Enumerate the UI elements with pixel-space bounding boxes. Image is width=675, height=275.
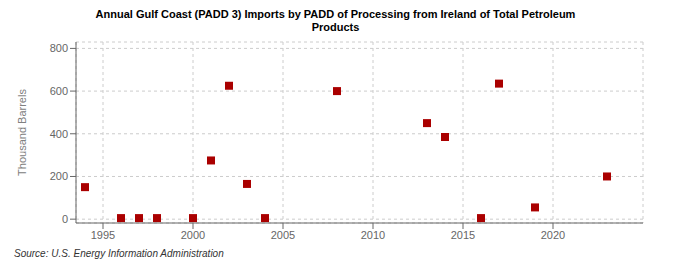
svg-text:600: 600: [50, 85, 68, 97]
svg-text:2020: 2020: [541, 229, 565, 241]
svg-text:1995: 1995: [91, 229, 115, 241]
html-text:Annual Gulf Coast (PADD 3) Imp: Annual Gulf Coast (PADD 3) Imports by PA…: [95, 8, 576, 33]
svg-text:400: 400: [50, 128, 68, 140]
svg-text:200: 200: [50, 170, 68, 182]
svg-text:2015: 2015: [451, 229, 475, 241]
svg-text:Thousand Barrels: Thousand Barrels: [16, 89, 28, 176]
svg-text:2005: 2005: [271, 229, 295, 241]
svg-text:0: 0: [62, 213, 68, 225]
svg-text:2010: 2010: [361, 229, 385, 241]
html-text:Source: U.S. Energy Informatio: Source: U.S. Energy Information Administ…: [14, 248, 224, 259]
svg-text:800: 800: [50, 42, 68, 54]
svg-text:2000: 2000: [181, 229, 205, 241]
